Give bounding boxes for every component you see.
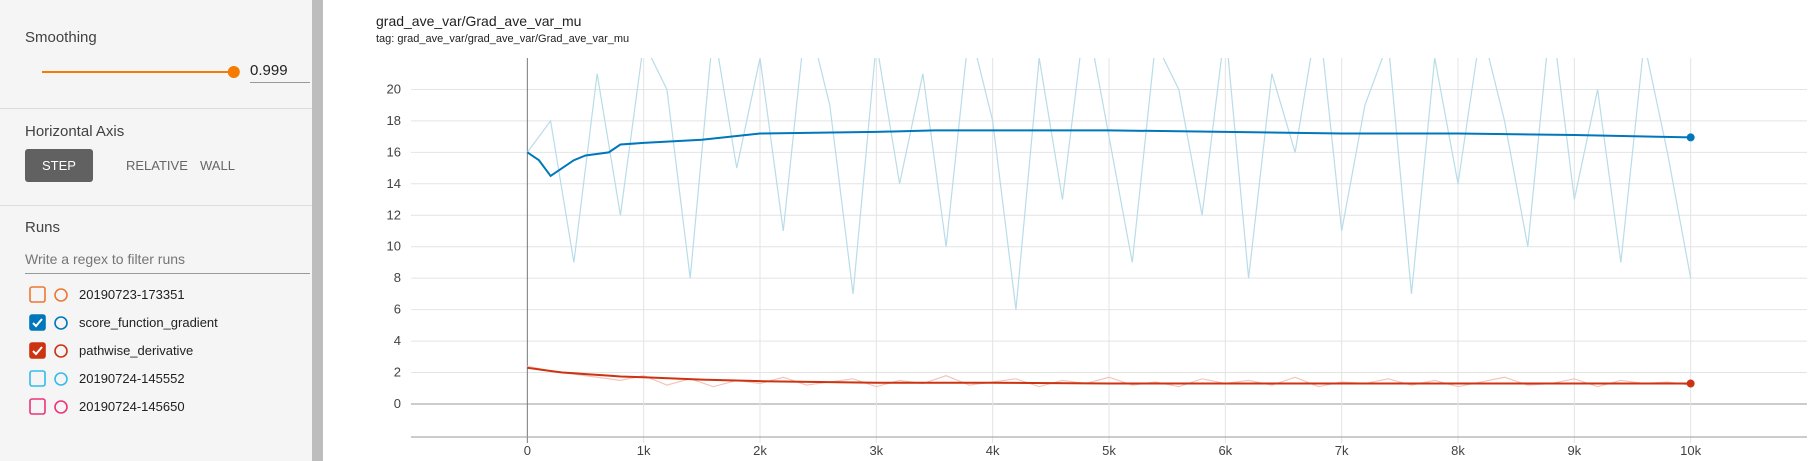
y-tick-label: 2 — [394, 365, 401, 380]
x-tick-label: 10k — [1680, 443, 1701, 458]
run-name[interactable]: 20190724-145650 — [79, 399, 185, 414]
slider-knob[interactable] — [227, 66, 240, 78]
run-checkbox[interactable] — [28, 369, 76, 389]
y-tick-label: 12 — [387, 207, 401, 222]
chart-subtitle: tag: grad_ave_var/grad_ave_var/Grad_ave_… — [376, 33, 629, 45]
run-name[interactable]: score_function_gradient — [79, 315, 218, 330]
run-checkbox[interactable] — [28, 313, 76, 333]
x-tick-label: 8k — [1451, 443, 1465, 458]
y-tick-label: 18 — [387, 113, 401, 128]
plot — [526, 58, 1692, 388]
run-color-dot — [54, 316, 68, 330]
run-name[interactable]: pathwise_derivative — [79, 343, 194, 358]
horizontal-axis-label: Horizontal Axis — [25, 123, 125, 140]
checkbox-box — [29, 398, 46, 415]
run-checkbox[interactable] — [28, 285, 76, 305]
checkbox-box — [29, 370, 46, 387]
chart-title: grad_ave_var/Grad_ave_var_mu — [376, 13, 581, 29]
run-name[interactable]: 20190723-173351 — [79, 287, 185, 302]
checkmark — [32, 318, 43, 328]
x-tick-label: 1k — [637, 443, 651, 458]
y-tick-label: 14 — [387, 176, 401, 191]
runs-label: Runs — [25, 219, 61, 236]
y-tick-label: 0 — [394, 396, 401, 411]
run-color-dot — [54, 400, 68, 414]
run-checkbox[interactable] — [28, 341, 76, 361]
smoothing-label: Smoothing — [25, 29, 97, 46]
run-filter[interactable]: Write a regex to filter runs — [25, 251, 310, 274]
axis-option[interactable]: RELATIVE — [126, 158, 188, 173]
y-tick-label: 4 — [394, 333, 401, 348]
separator — [0, 108, 312, 109]
x-tick-label: 0 — [524, 443, 531, 458]
checkbox-box — [29, 286, 46, 303]
y-tick-label: 6 — [394, 302, 401, 317]
smoothed-line — [527, 366, 1691, 385]
x-tick-label: 4k — [986, 443, 1000, 458]
x-tick-label: 2k — [753, 443, 767, 458]
axis-option[interactable]: WALL — [200, 158, 235, 173]
axis-option[interactable]: STEP — [25, 149, 93, 182]
sidebar: Smoothing 0.999 Horizontal Axis STEP RELA… — [0, 0, 312, 461]
run-checkbox[interactable] — [28, 397, 76, 417]
smoothed-line — [526, 129, 1691, 178]
run-name[interactable]: 20190724-145552 — [79, 371, 185, 386]
separator — [0, 205, 312, 206]
end-point — [1686, 379, 1695, 388]
run-color-dot — [54, 344, 68, 358]
x-tick-label: 9k — [1567, 443, 1581, 458]
sidebar-divider — [312, 0, 323, 461]
y-tick-label: 16 — [387, 144, 401, 159]
x-tick-label: 6k — [1218, 443, 1232, 458]
x-tick-label: 5k — [1102, 443, 1116, 458]
y-tick-label: 20 — [387, 81, 401, 96]
end-point — [1686, 133, 1695, 142]
smoothing-slider[interactable] — [30, 62, 250, 82]
run-color-dot — [54, 372, 68, 386]
x-tick-label: 7k — [1335, 443, 1349, 458]
y-tick-label: 10 — [387, 239, 401, 254]
checkmark — [32, 346, 43, 356]
y-tick-label: 8 — [394, 270, 401, 285]
raw-line — [526, 58, 1692, 310]
x-tick-label: 3k — [869, 443, 883, 458]
smoothing-value[interactable]: 0.999 — [250, 62, 310, 83]
raw-line — [527, 365, 1691, 388]
run-color-dot — [54, 288, 68, 302]
